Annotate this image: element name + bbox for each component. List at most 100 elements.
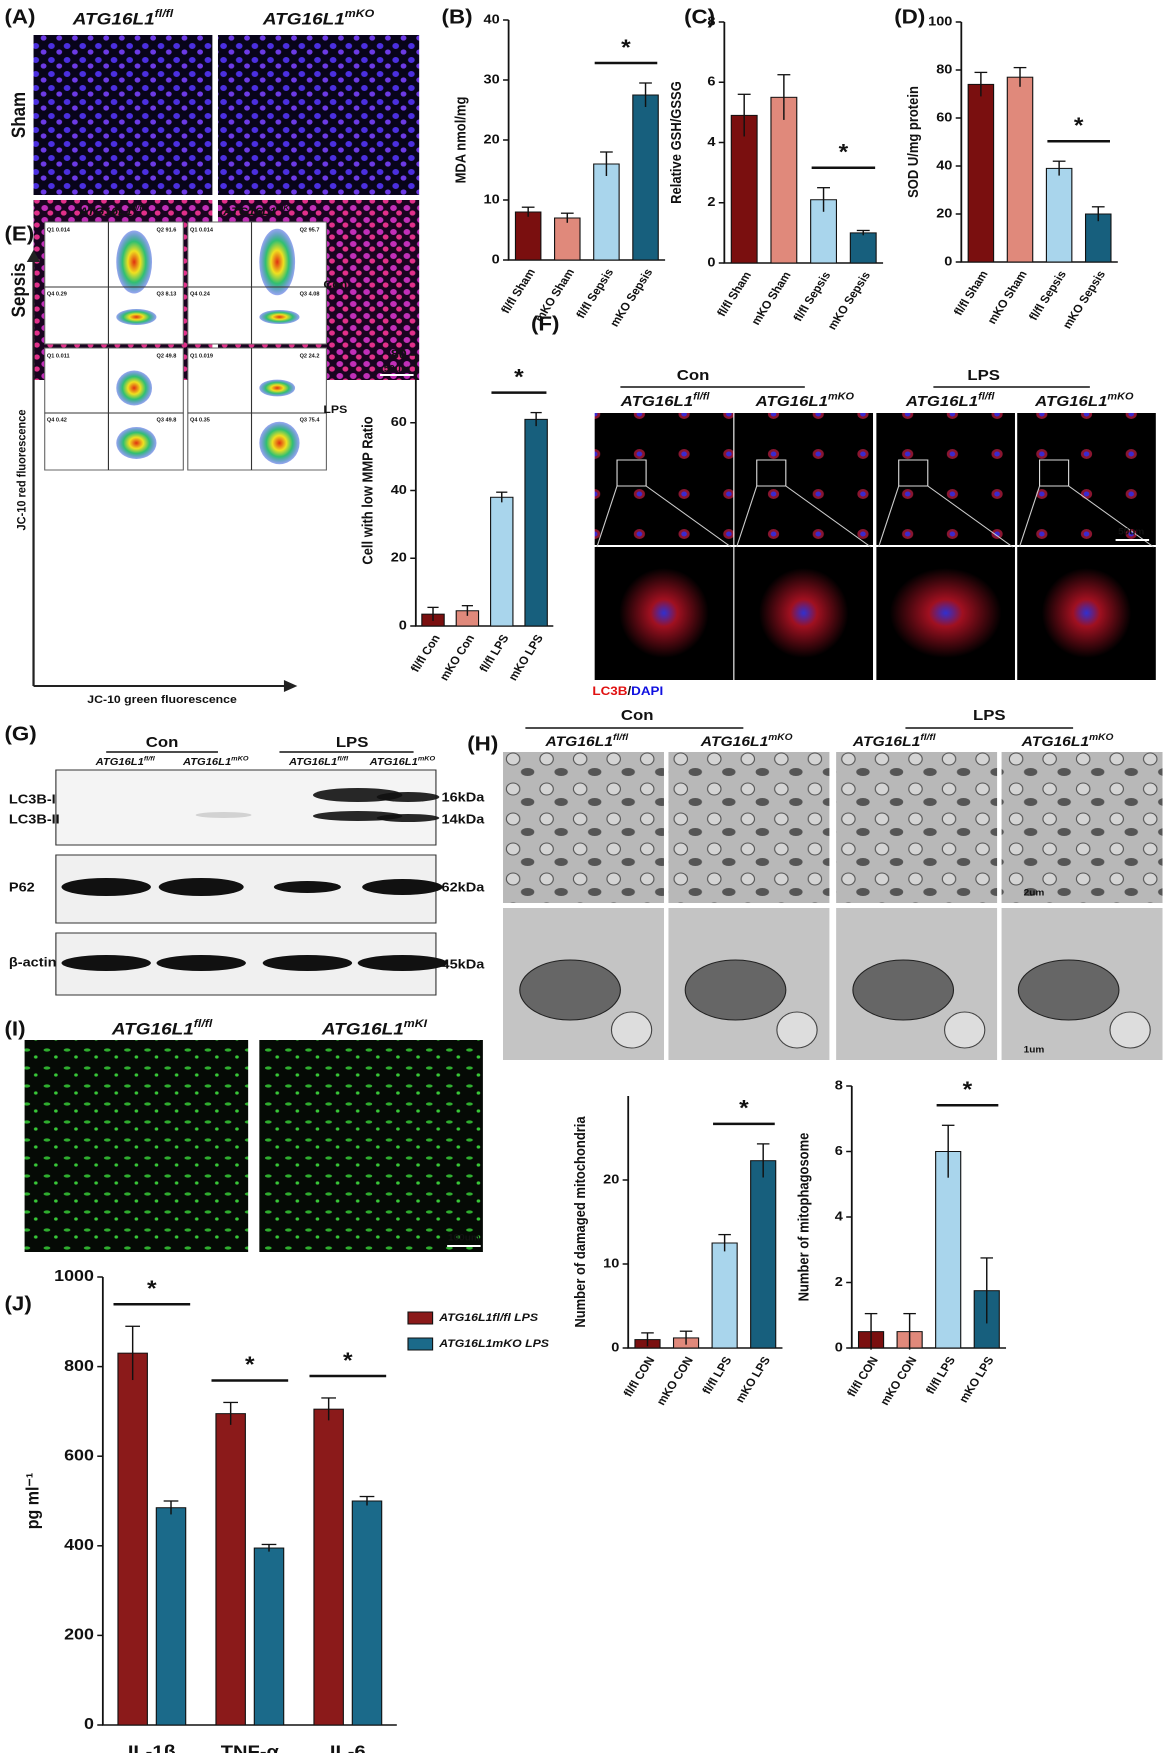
label: JC-10 green fluorescence: [87, 693, 237, 705]
gene-superscript: fl/fl: [194, 1018, 213, 1030]
rule: [878, 485, 900, 548]
label: Q2 95.7: [300, 228, 320, 234]
gene-name: ATG16L1: [620, 394, 693, 410]
y-tick-label: 100: [928, 14, 953, 28]
gene-superscript: mKO: [1089, 732, 1114, 742]
bar: [155, 1507, 187, 1726]
y-tick-label: 40: [484, 12, 501, 26]
gene-superscript: mKO: [1107, 392, 1133, 402]
gene-name: ATG16L1: [78, 205, 132, 217]
flow-density: [116, 230, 153, 294]
zoom-cell: [1041, 568, 1132, 658]
bar: [730, 114, 758, 264]
label: Q2 49.8: [156, 354, 176, 360]
y-tick-label: 60: [936, 110, 953, 124]
label: LPS: [336, 735, 369, 751]
significance-star: *: [1074, 113, 1085, 138]
label: 1um: [1024, 1045, 1045, 1055]
y-tick-label: 0: [835, 1340, 843, 1354]
vesicle: [776, 1011, 818, 1049]
label: 2um: [1024, 888, 1045, 898]
label: 45kDa: [442, 957, 485, 971]
y-tick-label: 8: [835, 1078, 843, 1092]
y-tick-label: 6: [835, 1144, 843, 1158]
flow-plot: [187, 347, 327, 471]
flow-density: [116, 370, 153, 406]
label: Q3 49.8: [156, 418, 176, 424]
gene-name: ATG16L1: [700, 734, 769, 749]
zoom-cell: [889, 568, 1002, 658]
bar: [351, 1500, 383, 1726]
genotype-label: ATG16L1fl/fl: [95, 755, 156, 767]
significance-star: *: [963, 1077, 974, 1102]
em-image: [503, 752, 664, 903]
y-tick-label: 2: [707, 195, 715, 209]
label: Con: [677, 368, 710, 384]
x-tick-label: fl/fl CON: [621, 1355, 657, 1399]
image: [217, 35, 420, 195]
genotype-label: ATG16L1mKO: [222, 203, 295, 217]
label: MDA nmol/mg: [453, 97, 469, 184]
blot-band: [61, 878, 151, 896]
genotype-label: ATG16L1mKI: [321, 1018, 428, 1039]
label: (J): [4, 1293, 31, 1315]
label: Q1 0.014: [47, 228, 70, 234]
bar: [253, 1547, 285, 1726]
genotype-label: ATG16L1mKO: [262, 8, 374, 29]
x-tick-label: fl/fl Sepsis: [791, 270, 834, 324]
x-tick-label: IL-1β: [128, 1743, 176, 1753]
label: 50um: [1118, 527, 1144, 537]
significance-star: *: [839, 140, 850, 165]
rule: [1018, 485, 1041, 548]
label: Q4 0.35: [190, 418, 210, 424]
x-tick-label: TNF-α: [221, 1743, 279, 1753]
legend-label: ATG16L1fl/fl LPS: [438, 1311, 538, 1323]
label: Q2 24.2: [300, 354, 320, 360]
y-tick-label: 0: [399, 618, 407, 632]
legend-blue: DAPI: [631, 684, 663, 698]
y-tick-label: 400: [64, 1536, 94, 1554]
legend-sep: /: [627, 684, 631, 698]
genotype-label: ATG16L1fl/fl: [620, 392, 711, 410]
significance-star: *: [147, 1276, 158, 1301]
x-tick-label: fl/fl Con: [408, 633, 443, 675]
y-tick-label: 8: [707, 14, 715, 28]
bar: [711, 1242, 738, 1349]
x-tick-label: mKO Sepsis: [1060, 269, 1108, 331]
label: LPS: [967, 368, 1000, 384]
genotype-label: ATG16L1fl/fl: [544, 732, 628, 750]
y-tick-label: 800: [64, 1357, 94, 1375]
gene-name: ATG16L1: [544, 734, 613, 749]
y-tick-label: 6: [707, 74, 715, 88]
genotype-label: ATG16L1fl/fl: [905, 392, 996, 410]
label: (A): [4, 6, 35, 28]
gene-name: ATG16L1: [755, 394, 828, 410]
flow-plot: [44, 221, 184, 345]
gene-superscript: fl/fl: [337, 755, 349, 762]
genotype-label: ATG16L1fl/fl: [288, 755, 349, 767]
x-tick-label: fl/fl CON: [845, 1355, 881, 1399]
mitochondrion: [519, 959, 621, 1021]
label: Con: [323, 278, 347, 290]
y-tick-label: 0: [944, 254, 952, 268]
image: [594, 413, 734, 545]
y-tick-label: 20: [391, 550, 408, 564]
flow-density: [116, 427, 157, 459]
y-tick-label: 0: [492, 252, 500, 266]
y-tick-label: 2: [835, 1275, 843, 1289]
y-tick-label: 600: [64, 1446, 94, 1464]
em-image: [1001, 752, 1163, 903]
bar: [554, 217, 581, 261]
label: SOD U/mg protein: [906, 86, 922, 198]
gene-name: ATG16L1: [262, 9, 345, 28]
label: (C): [684, 6, 715, 28]
label: Cell with low MMP Ratio: [360, 416, 376, 564]
gene-name: ATG16L1: [905, 394, 978, 410]
gene-name: ATG16L1: [321, 1019, 404, 1038]
x-tick-label: mKO CON: [654, 1355, 696, 1408]
bar: [935, 1151, 962, 1349]
bar: [490, 496, 514, 627]
zoom-box: [756, 459, 787, 487]
label: (G): [4, 723, 36, 745]
gene-name: ATG16L1: [1034, 394, 1107, 410]
